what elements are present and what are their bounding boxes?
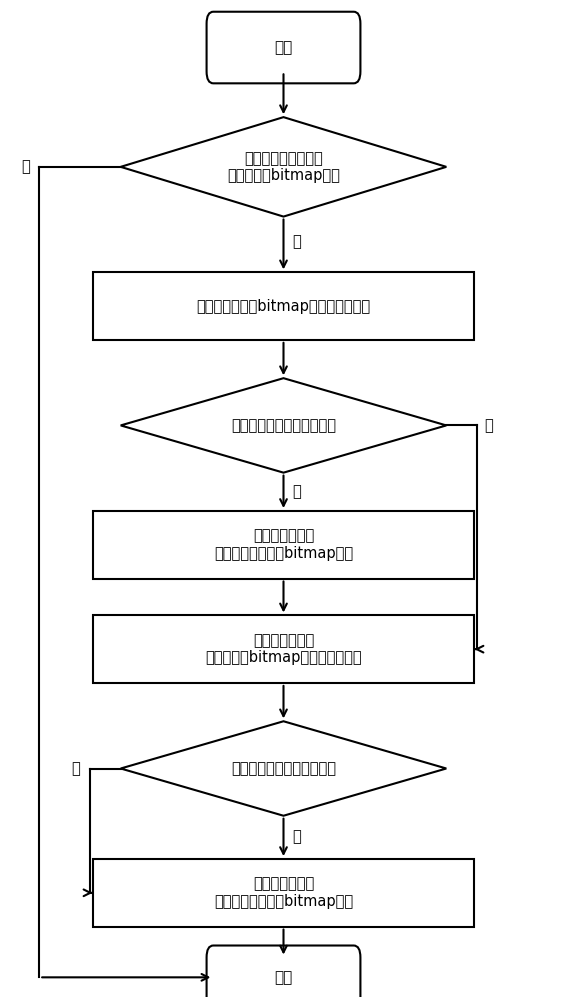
Polygon shape — [121, 117, 446, 217]
Bar — [92, 511, 475, 579]
Text: 二级缓存容量是否超过阈值: 二级缓存容量是否超过阈值 — [231, 761, 336, 776]
Text: 开始: 开始 — [274, 40, 293, 55]
Text: 结束: 结束 — [274, 970, 293, 985]
Text: 否: 否 — [484, 418, 493, 433]
Text: 添加一级缓存中
移除瓦片的bitmap对象到二级缓存: 添加一级缓存中 移除瓦片的bitmap对象到二级缓存 — [205, 633, 362, 665]
Text: 一级缓存容量是否超过阈值: 一级缓存容量是否超过阈值 — [231, 418, 336, 433]
Bar — [92, 272, 475, 340]
Text: 移除一级缓存中
最久未使用瓦片的bitmap对象: 移除一级缓存中 最久未使用瓦片的bitmap对象 — [214, 529, 353, 561]
Text: 添加选中瓦片的bitmap对象到一级缓存: 添加选中瓦片的bitmap对象到一级缓存 — [196, 299, 371, 314]
Text: 否: 否 — [292, 234, 301, 249]
Bar — [92, 615, 475, 683]
Polygon shape — [121, 378, 446, 473]
FancyBboxPatch shape — [206, 12, 361, 83]
Text: 移除二级缓存中
最久未使用瓦片的bitmap对象: 移除二级缓存中 最久未使用瓦片的bitmap对象 — [214, 877, 353, 909]
Text: 是: 是 — [292, 485, 301, 500]
FancyBboxPatch shape — [206, 946, 361, 1000]
Text: 是: 是 — [292, 830, 301, 845]
Text: 内存缓存中是否存在
选中瓦片的bitmap对象: 内存缓存中是否存在 选中瓦片的bitmap对象 — [227, 151, 340, 183]
Polygon shape — [121, 721, 446, 816]
Text: 是: 是 — [21, 159, 29, 174]
Bar — [92, 859, 475, 927]
Text: 否: 否 — [71, 761, 81, 776]
